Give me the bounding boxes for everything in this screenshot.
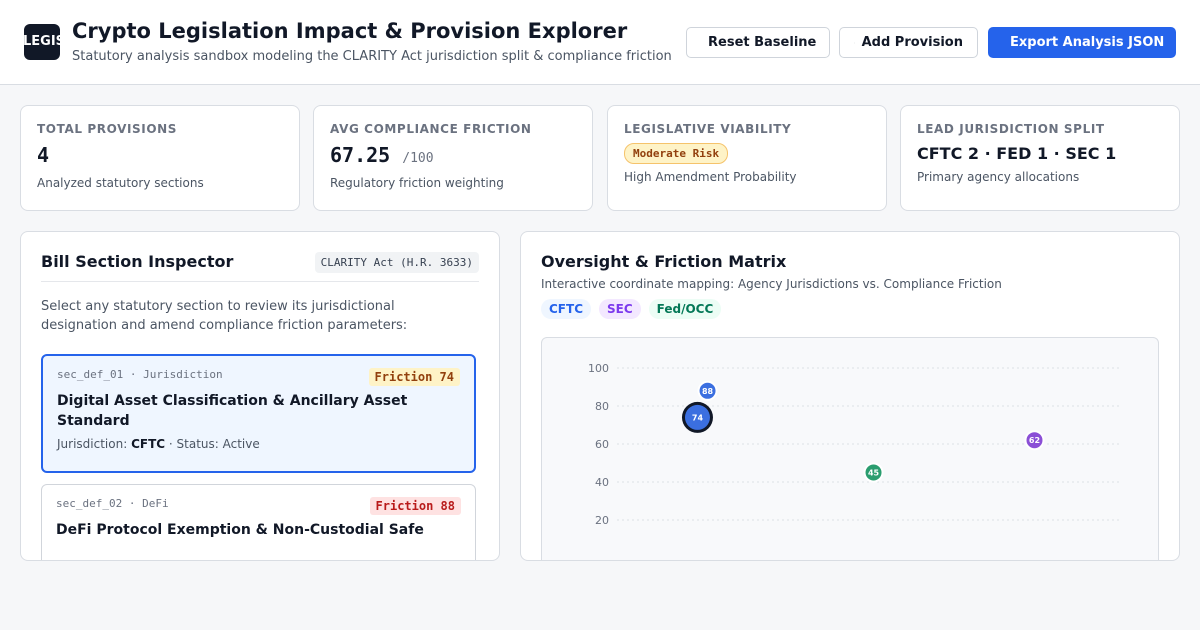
legend-pill-cftc[interactable]: CFTC: [541, 299, 591, 319]
bill-tag: CLARITY Act (H.R. 3633): [314, 252, 479, 273]
section-title: DeFi Protocol Exemption & Non-Custodial …: [56, 522, 424, 538]
reset-baseline-button[interactable]: Reset Baseline: [686, 27, 830, 58]
app-subtitle: Statutory analysis sandbox modeling the …: [72, 49, 672, 64]
panel-title: Bill Section Inspector: [41, 252, 234, 271]
app-title: Crypto Legislation Impact & Provision Ex…: [72, 19, 628, 43]
stat-card-total-provisions: TOTAL PROVISIONS 4 Analyzed statutory se…: [20, 105, 300, 211]
y-tick-label: 20: [595, 514, 609, 527]
stat-label: LEGISLATIVE VIABILITY: [624, 122, 792, 136]
stat-value-suffix: /100: [402, 151, 434, 166]
scatter-point[interactable]: 88: [697, 380, 718, 401]
status-badge: Moderate Risk: [624, 143, 729, 164]
point-label: 88: [702, 387, 714, 396]
friction-badge: Friction 74: [368, 368, 460, 386]
stat-card-avg-friction: AVG COMPLIANCE FRICTION 67.25 /100 Regul…: [313, 105, 593, 211]
panel-title: Oversight & Friction Matrix: [541, 252, 787, 271]
scatter-point[interactable]: 62: [1024, 430, 1045, 451]
stat-value: 4: [37, 143, 50, 167]
stat-label: AVG COMPLIANCE FRICTION: [330, 122, 532, 136]
add-provision-button[interactable]: Add Provision: [839, 27, 978, 58]
stat-label: LEAD JURISDICTION SPLIT: [917, 122, 1105, 136]
y-tick-label: 60: [595, 438, 609, 451]
section-card-sec-def-01[interactable]: sec_def_01 · Jurisdiction Friction 74 Di…: [41, 354, 476, 473]
scatter-point[interactable]: 74: [681, 401, 713, 433]
add-provision-label: Add Provision: [861, 35, 963, 50]
stat-value: CFTC 2 · FED 1 · SEC 1: [917, 144, 1117, 163]
export-analysis-label: Export Analysis JSON: [1010, 35, 1165, 50]
section-card-sec-def-02[interactable]: sec_def_02 · DeFi Friction 88 DeFi Proto…: [41, 484, 476, 560]
stat-desc: Primary agency allocations: [917, 170, 1080, 184]
bill-section-inspector-panel: Bill Section Inspector CLARITY Act (H.R.…: [20, 231, 500, 561]
point-marker: [863, 462, 884, 483]
point-marker: [684, 404, 710, 430]
point-marker: [697, 380, 718, 401]
point-label: 45: [868, 469, 880, 478]
jurisdiction-value: CFTC: [131, 437, 166, 451]
scatter-plot: 100 80 60 40 20 88 74 62 45: [588, 362, 1120, 527]
y-tick-label: 40: [595, 476, 609, 489]
stat-desc: Analyzed statutory sections: [37, 176, 204, 190]
stat-desc: High Amendment Probability: [624, 170, 797, 184]
section-meta: Jurisdiction: CFTC · Status: Active: [57, 437, 460, 451]
scatter-point[interactable]: 45: [863, 462, 884, 483]
app-logo: LEGIS: [24, 24, 60, 60]
agency-legend: CFTC SEC Fed/OCC: [541, 299, 1159, 319]
point-marker: [1024, 430, 1045, 451]
reset-baseline-label: Reset Baseline: [708, 35, 817, 50]
friction-badge: Friction 88: [369, 497, 461, 515]
stat-value: 67.25 /100: [330, 143, 576, 167]
stat-card-legislative-viability: LEGISLATIVE VIABILITY Moderate Risk High…: [607, 105, 887, 211]
stat-value-number: 67.25: [330, 143, 391, 167]
stat-card-jurisdiction-split: LEAD JURISDICTION SPLIT CFTC 2 · FED 1 ·…: [900, 105, 1180, 211]
plus-icon: [854, 42, 855, 43]
divider: [41, 281, 479, 282]
stat-desc: Regulatory friction weighting: [330, 176, 504, 190]
y-tick-label: 100: [588, 362, 609, 375]
section-id: sec_def_02 · DeFi: [56, 497, 169, 510]
oversight-friction-matrix-panel: Oversight & Friction Matrix Interactive …: [520, 231, 1180, 561]
section-status: · Status: Active: [168, 437, 260, 451]
app-header: LEGIS Crypto Legislation Impact & Provis…: [0, 0, 1200, 85]
inspector-intro: Select any statutory section to review i…: [41, 299, 408, 333]
section-id: sec_def_01 · Jurisdiction: [57, 368, 223, 381]
point-label: 74: [692, 413, 704, 422]
jurisdiction-prefix: Jurisdiction:: [57, 437, 128, 451]
export-analysis-button[interactable]: Export Analysis JSON: [988, 27, 1176, 58]
matrix-subtitle: Interactive coordinate mapping: Agency J…: [541, 277, 1002, 291]
legend-pill-sec[interactable]: SEC: [599, 299, 641, 319]
section-title: Digital Asset Classification & Ancillary…: [57, 393, 408, 429]
stat-label: TOTAL PROVISIONS: [37, 122, 178, 136]
scatter-plot-area: 100 80 60 40 20 88 74 62 45: [541, 337, 1159, 560]
legend-pill-fed-occ[interactable]: Fed/OCC: [648, 299, 722, 319]
point-label: 62: [1029, 436, 1040, 445]
y-tick-label: 80: [595, 400, 609, 413]
